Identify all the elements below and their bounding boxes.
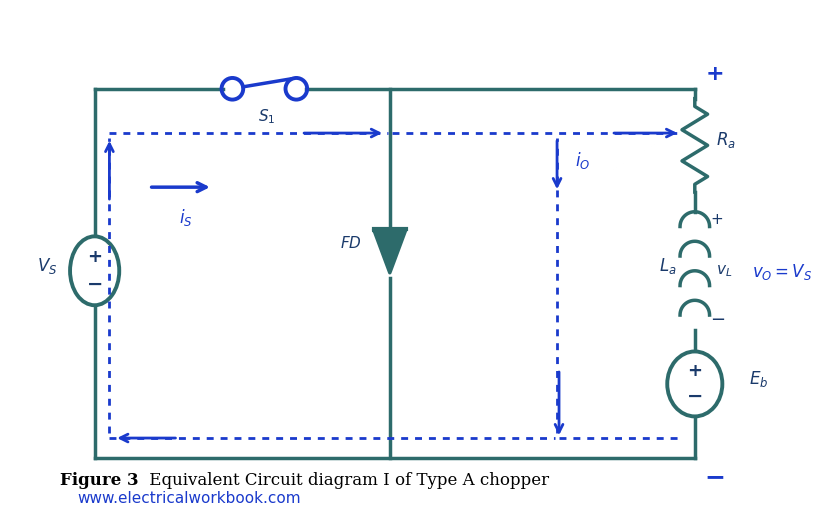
Text: −: − bbox=[686, 387, 703, 406]
Text: $E_b$: $E_b$ bbox=[749, 369, 768, 389]
Text: +: + bbox=[87, 248, 102, 266]
Text: Figure 3: Figure 3 bbox=[60, 472, 139, 489]
Text: $L_a$: $L_a$ bbox=[660, 256, 677, 276]
Text: +: + bbox=[711, 212, 723, 227]
Text: www.electricalworkbook.com: www.electricalworkbook.com bbox=[77, 491, 300, 506]
Text: $i_O$: $i_O$ bbox=[575, 150, 590, 171]
Text: $v_L$: $v_L$ bbox=[716, 263, 733, 279]
Text: −: − bbox=[87, 275, 103, 294]
Text: $S_1$: $S_1$ bbox=[258, 107, 275, 126]
Text: +: + bbox=[687, 362, 702, 380]
Text: Equivalent Circuit diagram I of Type A chopper: Equivalent Circuit diagram I of Type A c… bbox=[144, 472, 549, 489]
Text: $V_S$: $V_S$ bbox=[37, 256, 57, 276]
Text: −: − bbox=[711, 311, 726, 329]
Text: $v_O = V_S$: $v_O = V_S$ bbox=[752, 262, 812, 282]
Text: $i_S$: $i_S$ bbox=[179, 207, 192, 228]
Text: $FD$: $FD$ bbox=[340, 235, 362, 251]
Polygon shape bbox=[374, 231, 405, 273]
Text: −: − bbox=[704, 465, 725, 490]
Text: +: + bbox=[706, 64, 724, 84]
Text: $R_a$: $R_a$ bbox=[716, 131, 736, 151]
